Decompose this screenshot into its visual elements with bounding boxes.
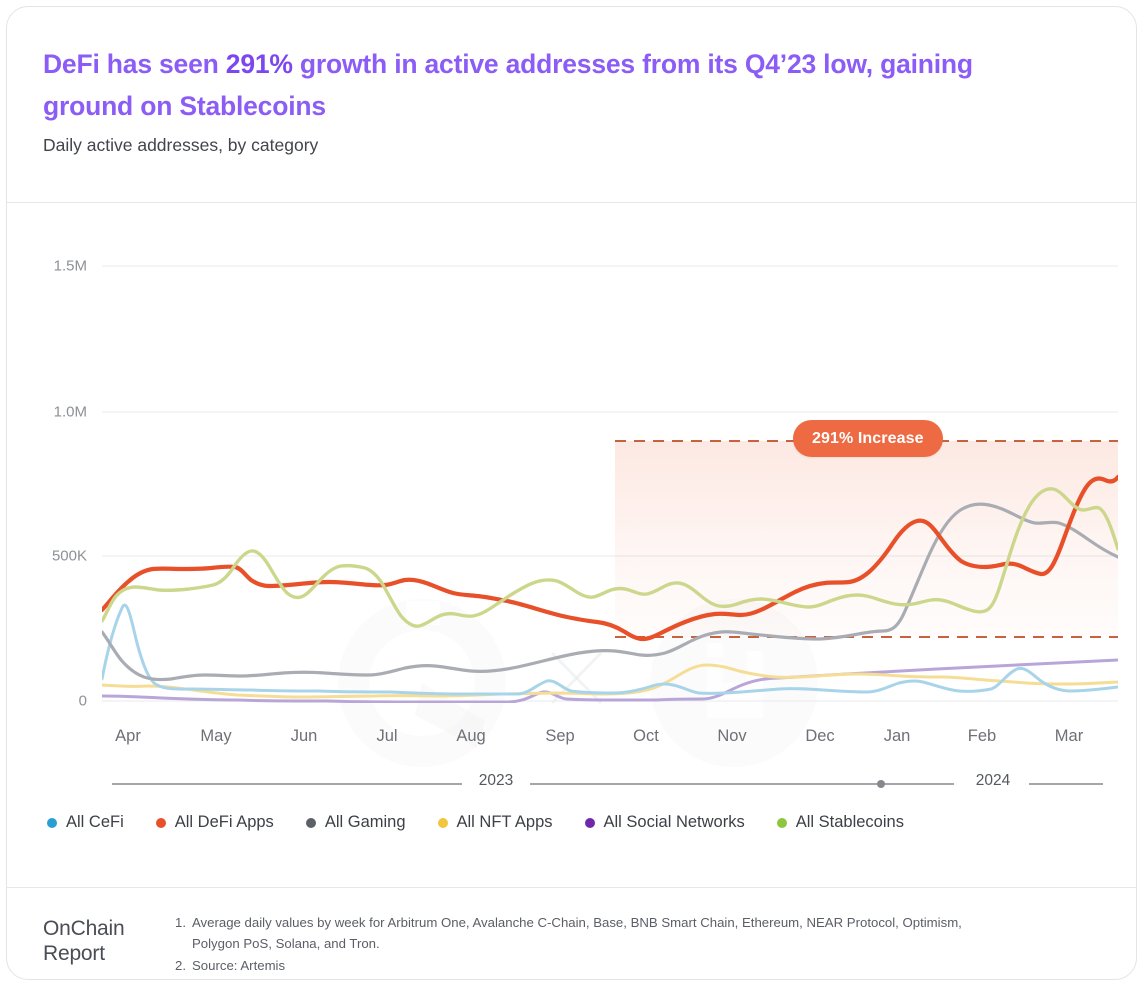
y-tick-label: 0 <box>78 692 87 710</box>
legend-item-all-defi-apps[interactable]: All DeFi Apps <box>155 813 274 832</box>
legend-item-all-gaming[interactable]: All Gaming <box>305 813 406 832</box>
highlight-region <box>615 441 1118 637</box>
increase-annotation-badge: 291% Increase <box>793 420 943 457</box>
brand-name: OnChain Report <box>43 916 125 966</box>
y-tick-label: 1.0M <box>53 403 87 421</box>
legend-label: All NFT Apps <box>456 813 553 831</box>
x-tick-label: Nov <box>717 727 747 745</box>
x-tick-label: Oct <box>633 727 659 745</box>
legend-label: All DeFi Apps <box>174 813 274 831</box>
legend-item-all-cefi[interactable]: All CeFi <box>47 813 124 832</box>
legend-dot-icon <box>305 817 316 828</box>
x-tick-label: Sep <box>545 727 575 745</box>
series-line-all-stablecoins <box>102 487 1118 628</box>
x-tick-label: Jul <box>376 727 398 745</box>
footnote-number: 2. <box>175 958 186 973</box>
chart-subtitle: Daily active addresses, by category <box>43 135 319 155</box>
year-label-2024: 2024 <box>975 772 1011 789</box>
x-tick-label: Dec <box>805 727 835 745</box>
series-line-all-defi-apps <box>102 474 1118 642</box>
x-tick-label: Feb <box>967 727 997 745</box>
legend-item-all-social-networks[interactable]: All Social Networks <box>584 813 745 832</box>
series-line-all-nft-apps <box>102 663 1118 699</box>
page-title: DeFi has seen 291% growth in active addr… <box>43 43 1043 127</box>
series-line-all-cefi <box>102 603 1118 696</box>
footnote-number: 1. <box>175 915 186 930</box>
chart-header: DeFi has seen 291% growth in active addr… <box>7 7 1136 203</box>
series-line-all-gaming <box>102 502 1118 682</box>
chart-plot-area: 1.5M 1.0M 500K 0 Apr May Jun Jul Aug Sep… <box>7 203 1136 894</box>
title-part-after: growth in active addresses from its Q4’2… <box>43 49 973 121</box>
legend-dot-icon <box>584 817 595 828</box>
legend-item-all-nft-apps[interactable]: All NFT Apps <box>437 813 553 832</box>
legend-item-all-stablecoins[interactable]: All Stablecoins <box>776 813 904 832</box>
legend-label: All Social Networks <box>603 813 745 831</box>
line-chart-svg <box>102 265 1118 788</box>
title-part-before: DeFi has seen <box>43 49 226 79</box>
footnote-item: 2. Source: Artemis <box>175 955 965 976</box>
brand-line-2: Report <box>43 942 105 965</box>
chart-card: DeFi has seen 291% growth in active addr… <box>6 6 1137 980</box>
footnote-text: Source: Artemis <box>192 958 286 973</box>
series-line-all-social-networks <box>102 658 1118 703</box>
legend-label: All Stablecoins <box>795 813 904 831</box>
title-highlight: 291% <box>225 49 293 79</box>
legend-dot-icon <box>776 817 787 828</box>
footnote-text: Average daily values by week for Arbitru… <box>192 915 962 951</box>
x-tick-label: Jan <box>883 727 911 745</box>
legend-dot-icon <box>437 817 448 828</box>
footnotes: 1. Average daily values by week for Arbi… <box>175 912 965 977</box>
chart-legend: All CeFi All DeFi Apps All Gaming All NF… <box>7 813 1136 832</box>
footnote-item: 1. Average daily values by week for Arbi… <box>175 912 965 954</box>
legend-label: All CeFi <box>66 813 124 831</box>
year-divider-dot <box>877 780 885 788</box>
brand-line-1: OnChain <box>43 917 125 940</box>
legend-dot-icon <box>155 817 166 828</box>
x-tick-label: Apr <box>115 727 141 745</box>
y-tick-label: 1.5M <box>53 257 87 275</box>
x-tick-label: Aug <box>456 727 486 745</box>
x-tick-label: Mar <box>1054 727 1084 745</box>
legend-dot-icon <box>47 817 57 828</box>
legend-label: All Gaming <box>324 813 406 831</box>
x-tick-label: Jun <box>290 727 318 745</box>
y-tick-label: 500K <box>51 547 87 565</box>
x-tick-label: May <box>200 727 232 745</box>
chart-footer: OnChain Report 1. Average daily values b… <box>7 887 1136 979</box>
year-label-2023: 2023 <box>478 772 514 789</box>
quicknode-watermark-icon <box>338 599 506 767</box>
